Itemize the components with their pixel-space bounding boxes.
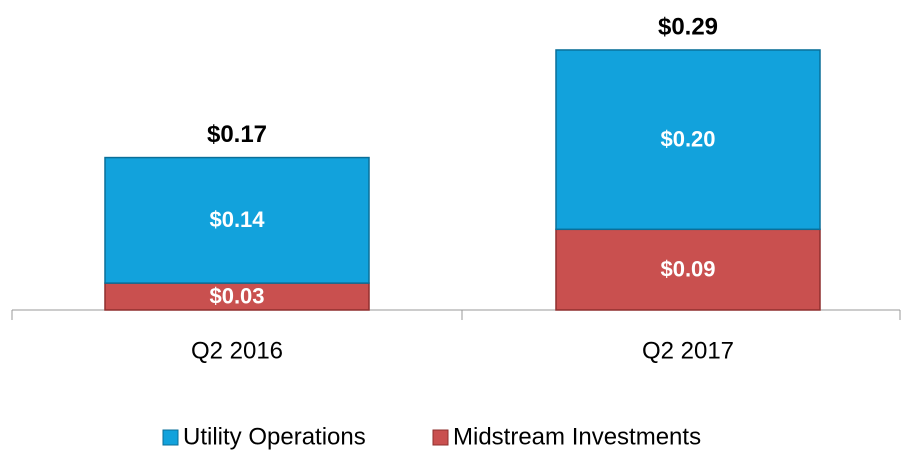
bar-segment bbox=[104, 282, 370, 311]
total-label: $0.29 bbox=[658, 13, 718, 40]
x-tick-label: Q2 2016 bbox=[191, 337, 283, 364]
bar-segment bbox=[555, 228, 821, 311]
bar-segment bbox=[104, 156, 370, 284]
bar-segment bbox=[555, 49, 821, 231]
data-label: $0.09 bbox=[660, 256, 715, 281]
legend-swatch bbox=[162, 429, 179, 446]
legend-label: Midstream Investments bbox=[453, 423, 701, 450]
legend-label: Utility Operations bbox=[183, 423, 366, 450]
data-label: $0.14 bbox=[209, 207, 265, 232]
data-label: $0.20 bbox=[660, 126, 715, 151]
x-tick-label: Q2 2017 bbox=[642, 337, 734, 364]
data-label: $0.03 bbox=[209, 283, 264, 308]
total-label: $0.17 bbox=[207, 121, 267, 148]
legend-swatch bbox=[432, 429, 449, 446]
